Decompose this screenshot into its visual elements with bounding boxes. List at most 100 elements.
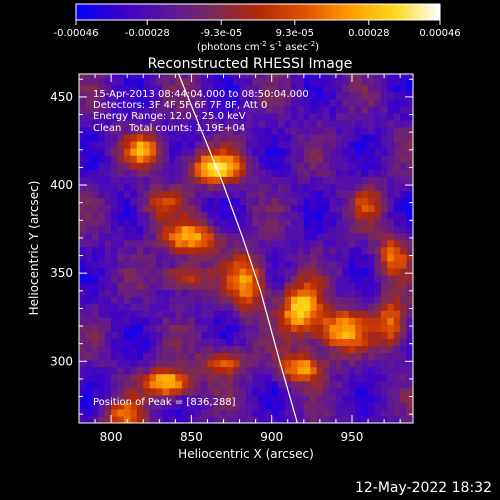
heatmap-cell [117, 373, 125, 382]
heatmap-cell [79, 225, 87, 234]
heatmap-cell [201, 338, 209, 347]
heatmap-cell [201, 317, 209, 325]
heatmap-cell [348, 274, 356, 283]
heatmap-cell [361, 359, 369, 368]
heatmap-cell [355, 338, 363, 347]
heatmap-cell [91, 162, 99, 170]
heatmap-cell [258, 74, 266, 79]
heatmap-cell [136, 112, 144, 121]
heatmap-cell [310, 310, 318, 318]
heatmap-cell [278, 239, 286, 248]
heatmap-cell [104, 232, 112, 241]
heatmap-cell [342, 74, 350, 79]
heatmap-cell [213, 204, 221, 213]
heatmap-cell [143, 77, 151, 86]
heatmap-cell [201, 281, 209, 290]
heatmap-cell [297, 176, 305, 184]
heatmap-cell [258, 84, 266, 93]
heatmap-cell [278, 162, 286, 170]
heatmap-cell [252, 183, 260, 191]
heatmap-cell [271, 310, 279, 318]
heatmap-cell [149, 253, 157, 262]
heatmap-cell [168, 140, 176, 149]
heatmap-cell [368, 373, 376, 382]
heatmap-cell [368, 246, 376, 255]
heatmap-cell [123, 331, 131, 339]
heatmap-cell [342, 133, 350, 142]
heatmap-cell [79, 105, 87, 114]
heatmap-cell [98, 352, 106, 361]
heatmap-cell [246, 246, 254, 255]
heatmap-cell [130, 366, 138, 375]
heatmap-cell [323, 274, 331, 283]
heatmap-cell [252, 204, 260, 213]
heatmap-cell [143, 303, 151, 311]
heatmap-cell [278, 74, 286, 79]
heatmap-cell [79, 162, 87, 170]
heatmap-cell [355, 366, 363, 375]
heatmap-cell [188, 345, 196, 354]
heatmap-cell [207, 119, 215, 128]
heatmap-cell [143, 415, 151, 423]
heatmap-cell [246, 401, 254, 410]
heatmap-cell [188, 176, 196, 184]
heatmap-cell [201, 126, 209, 135]
heatmap-cell [368, 218, 376, 227]
heatmap-cell [348, 359, 356, 368]
heatmap-cell [271, 345, 279, 354]
heatmap-cell [91, 352, 99, 361]
heatmap-cell [361, 331, 369, 339]
heatmap-cell [156, 225, 164, 234]
heatmap-cell [98, 91, 106, 100]
heatmap-cell [374, 324, 382, 332]
heatmap-cell [194, 246, 202, 255]
heatmap-cell [374, 225, 382, 234]
heatmap-cell [374, 176, 382, 184]
heatmap-cell [348, 380, 356, 389]
heatmap-cell [329, 394, 337, 403]
heatmap-cell [348, 310, 356, 318]
heatmap-cell [175, 401, 183, 410]
heatmap-cell [156, 345, 164, 354]
heatmap-cell [368, 253, 376, 262]
heatmap-cell [246, 415, 254, 423]
heatmap-cell [194, 296, 202, 304]
heatmap-cell [380, 239, 388, 248]
heatmap-cell [361, 296, 369, 304]
heatmap-cell [258, 98, 266, 107]
heatmap-cell [400, 98, 408, 107]
heatmap-cell [342, 98, 350, 107]
heatmap-cell [297, 366, 305, 375]
heatmap-cell [233, 394, 241, 403]
heatmap-cell [278, 218, 286, 227]
heatmap-cell [194, 303, 202, 311]
heatmap-cell [181, 296, 189, 304]
heatmap-cell [168, 373, 176, 382]
heatmap-cell [348, 112, 356, 121]
heatmap-cell [323, 197, 331, 206]
heatmap-cell [355, 74, 363, 79]
heatmap-cell [201, 331, 209, 339]
heatmap-cell [162, 317, 170, 325]
heatmap-cell [284, 126, 292, 135]
heatmap-cell [194, 359, 202, 368]
heatmap-cell [98, 77, 106, 86]
annotation-peak-position: Position of Peak = [836,288] [93, 397, 236, 408]
heatmap-cell [136, 274, 144, 283]
heatmap-cell [79, 267, 87, 276]
chart-title: Reconstructed RHESSI Image [148, 56, 353, 72]
heatmap-cell [290, 366, 298, 375]
heatmap-cell [117, 267, 125, 276]
heatmap-cell [207, 140, 215, 149]
heatmap-cell [355, 289, 363, 297]
heatmap-cell [368, 303, 376, 311]
heatmap-cell [91, 359, 99, 368]
heatmap-cell [188, 84, 196, 93]
heatmap-cell [226, 211, 234, 220]
heatmap-cell [130, 112, 138, 121]
heatmap-cell [175, 324, 183, 332]
heatmap-cell [258, 225, 266, 234]
heatmap-cell [181, 112, 189, 121]
heatmap-cell [361, 140, 369, 149]
heatmap-cell [117, 204, 125, 213]
